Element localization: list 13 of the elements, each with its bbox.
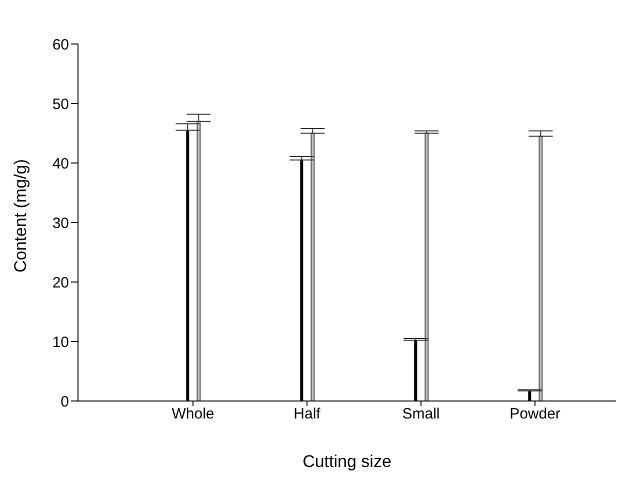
x-tick-label: Powder — [510, 406, 560, 423]
x-tick-label: Small — [402, 406, 440, 423]
x-tick-label: Half — [294, 406, 322, 423]
y-tick-label: 20 — [52, 274, 69, 292]
x-tick-label: Whole — [172, 406, 214, 423]
y-tick-label: 10 — [52, 334, 69, 351]
y-axis-title: Content (mg/g) — [11, 159, 30, 272]
y-tick-label: 50 — [52, 96, 69, 113]
y-tick-label: 30 — [52, 214, 69, 232]
y-tick-label: 40 — [52, 155, 69, 172]
y-tick-label: 0 — [60, 393, 69, 410]
y-tick-label: 60 — [52, 36, 69, 54]
x-axis-title: Cutting size — [302, 452, 392, 471]
